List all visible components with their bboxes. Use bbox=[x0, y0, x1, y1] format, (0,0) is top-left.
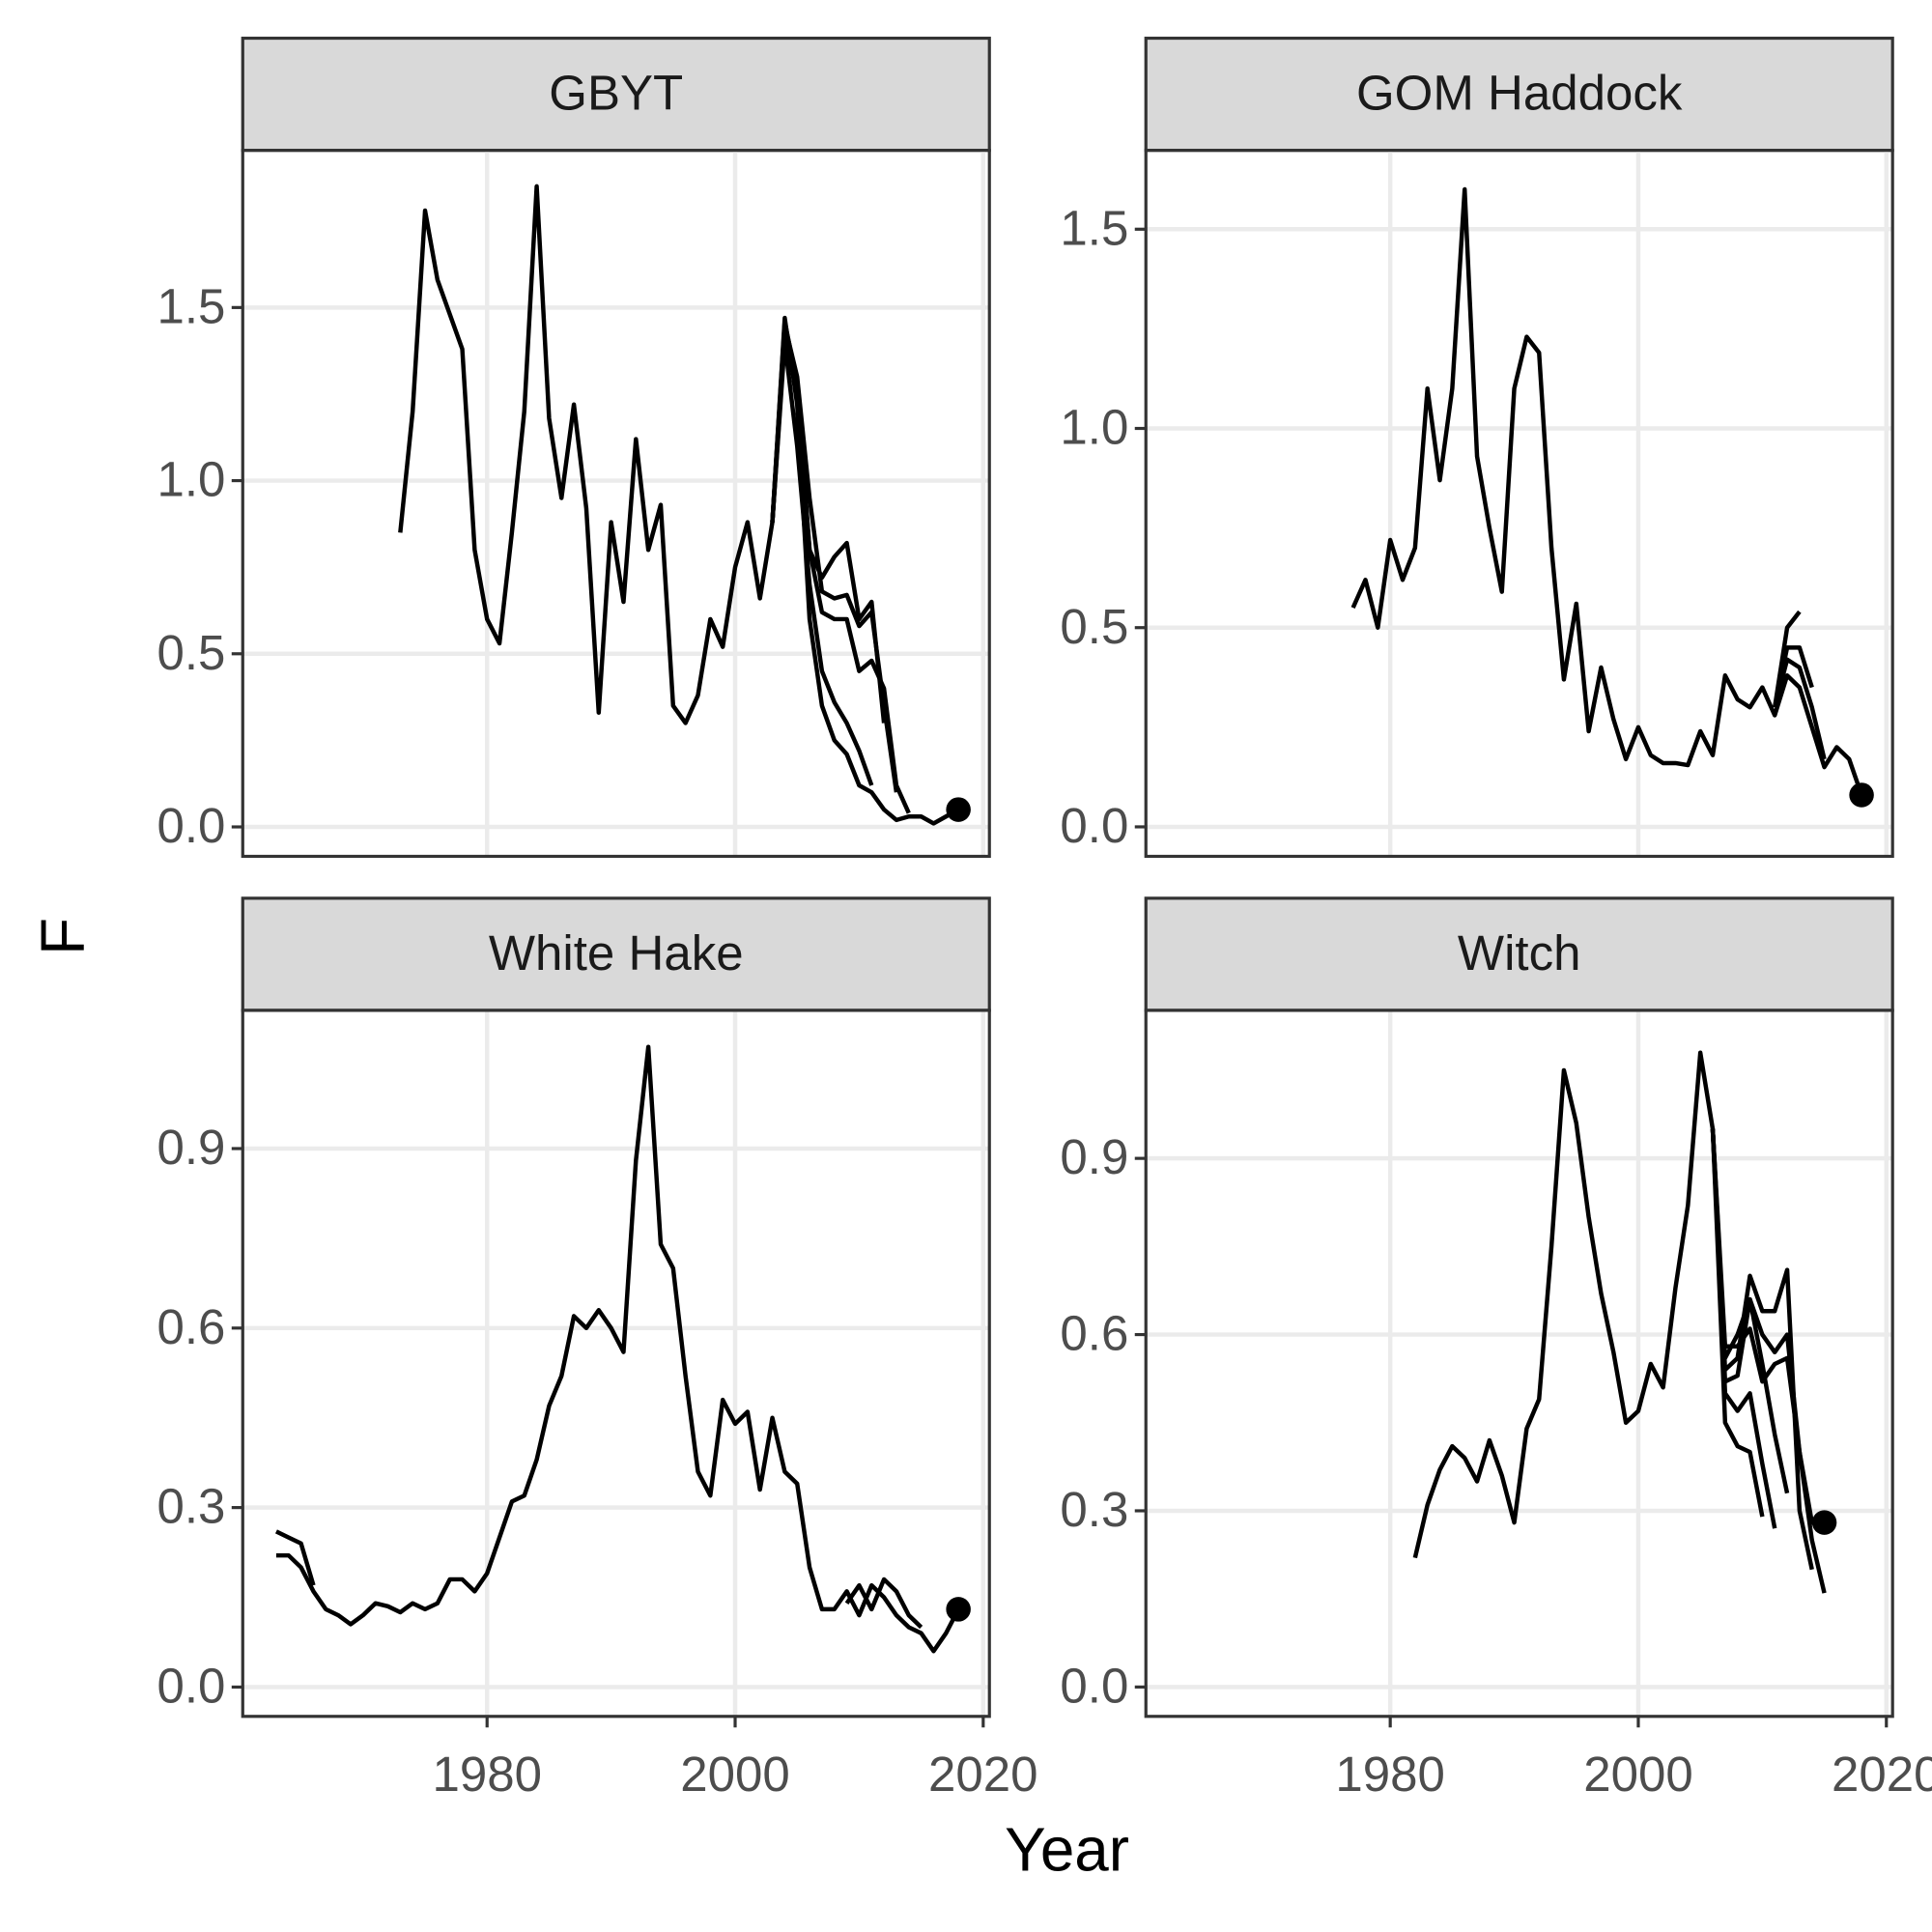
y-tick-label: 1.0 bbox=[156, 452, 225, 507]
series-line bbox=[770, 319, 911, 814]
y-axis-title: F bbox=[28, 918, 98, 955]
y-tick-label: 1.0 bbox=[1060, 400, 1128, 455]
terminal-point bbox=[1811, 1510, 1837, 1535]
strip bbox=[241, 36, 991, 153]
panel-border bbox=[241, 149, 991, 859]
strip bbox=[1144, 36, 1894, 153]
x-axis-title: Year bbox=[1005, 1814, 1129, 1884]
series-line bbox=[1412, 1050, 1825, 1559]
y-tick-label: 1.5 bbox=[156, 278, 225, 333]
y-tick-label: 0.5 bbox=[156, 625, 225, 680]
y-tick-label: 0.6 bbox=[1060, 1306, 1128, 1361]
terminal-point bbox=[1849, 782, 1874, 808]
series-line bbox=[844, 1577, 923, 1630]
series-line bbox=[1773, 657, 1827, 760]
strip bbox=[1144, 896, 1894, 1012]
series-line bbox=[398, 184, 960, 826]
panel-title: Witch bbox=[1458, 925, 1581, 980]
panel: White Hake 0.0 0.3 0.6 0.9 1980 2000 2020 bbox=[156, 896, 1038, 1802]
terminal-point bbox=[946, 1597, 971, 1622]
strip bbox=[241, 896, 991, 1012]
x-tick-label: 2000 bbox=[1583, 1747, 1693, 1802]
panel-title: GOM Haddock bbox=[1356, 66, 1683, 121]
series-line bbox=[770, 332, 887, 724]
y-tick-label: 0.3 bbox=[1060, 1482, 1128, 1537]
terminal-point bbox=[946, 797, 971, 822]
y-tick-label: 1.5 bbox=[1060, 200, 1128, 255]
panel-border bbox=[1144, 1009, 1894, 1719]
panel-title: GBYT bbox=[549, 66, 683, 121]
y-tick-label: 0.9 bbox=[156, 1120, 225, 1175]
series-line bbox=[274, 1529, 316, 1586]
x-tick-label: 2020 bbox=[1832, 1747, 1932, 1802]
y-tick-label: 0.0 bbox=[156, 1658, 225, 1713]
panel: Witch 0.0 0.3 0.6 0.9 1980 2000 2020 bbox=[1060, 896, 1932, 1802]
panel: GOM Haddock 0.0 0.5 1.0 1.5 bbox=[1060, 36, 1894, 859]
panel: GBYT 0.0 0.5 1.0 1.5 bbox=[156, 36, 991, 859]
y-tick-label: 0.3 bbox=[156, 1479, 225, 1534]
panel-border bbox=[1144, 149, 1894, 859]
x-tick-label: 1980 bbox=[1335, 1747, 1445, 1802]
x-tick-label: 2020 bbox=[928, 1747, 1038, 1802]
x-tick-label: 2000 bbox=[680, 1747, 790, 1802]
y-tick-label: 0.0 bbox=[1060, 798, 1128, 853]
panel-border bbox=[241, 1009, 991, 1719]
series-line bbox=[1350, 186, 1864, 796]
y-tick-label: 0.0 bbox=[156, 798, 225, 853]
series-line bbox=[275, 1044, 961, 1654]
y-tick-label: 0.0 bbox=[1060, 1658, 1128, 1713]
series-line bbox=[770, 339, 874, 786]
y-tick-label: 0.6 bbox=[156, 1299, 225, 1354]
y-tick-label: 0.5 bbox=[1060, 599, 1128, 654]
series-line bbox=[1710, 1128, 1827, 1594]
x-tick-label: 1980 bbox=[432, 1747, 542, 1802]
y-tick-label: 0.9 bbox=[1060, 1129, 1128, 1184]
panel-title: White Hake bbox=[489, 925, 744, 980]
